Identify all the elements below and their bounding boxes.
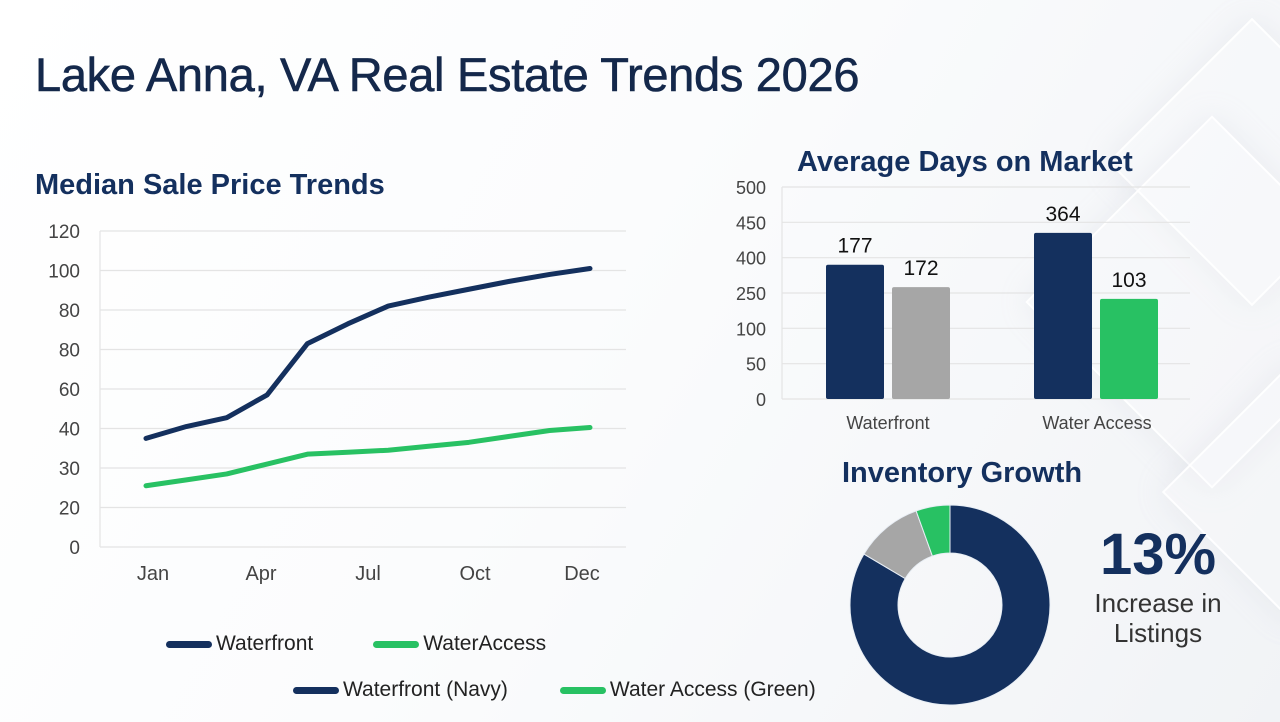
stat-label-line2: Listings: [1113, 618, 1203, 648]
donut-slice-green: [915, 504, 951, 557]
donut-slice-navy: [849, 504, 1051, 706]
y-tick-label: 40: [59, 420, 80, 441]
inventory-stat: 13% Increase in Listings: [1078, 522, 1238, 648]
y-tick-label: 120: [48, 222, 80, 243]
y-tick-label: 100: [736, 319, 766, 339]
inventory-donut-chart: [849, 504, 1051, 706]
legend-swatch-green: [373, 640, 420, 648]
y-tick-label: 80: [59, 341, 80, 362]
bar-value-label: 364: [1045, 203, 1080, 226]
bar-waterfront: [892, 287, 950, 399]
y-tick-label: 450: [736, 213, 766, 233]
legend-label: Waterfront: [216, 632, 314, 655]
series-line-wateraccess: [143, 425, 593, 489]
line-chart-title: Median Sale Price Trends: [35, 169, 385, 201]
x-tick-label: Apr: [245, 563, 276, 585]
donut-chart-title: Inventory Growth: [842, 457, 1083, 489]
bar-value-label: 103: [1111, 269, 1146, 292]
x-tick-label: Jul: [355, 563, 381, 585]
days-on-market-bar-chart: 0 50 100 250 400 450 500 177 172 364 103 Waterfront…: [736, 178, 1190, 433]
y-tick-label: 30: [59, 459, 80, 480]
legend-swatch-green: [559, 686, 606, 694]
y-tick-label: 80: [59, 301, 80, 322]
x-tick-label: Jan: [137, 563, 169, 585]
legend-item-wateraccess-green: Water Access (Green): [559, 678, 816, 702]
legend-item-waterfront: Waterfront: [166, 632, 313, 656]
stat-label-line1: Increase in: [1094, 588, 1222, 618]
bar-water-access: [1034, 232, 1092, 399]
legend-swatch-navy: [166, 640, 212, 648]
bar-value-label: 177: [837, 235, 872, 258]
series-line-waterfront: [143, 266, 593, 441]
y-tick-label: 0: [69, 538, 80, 559]
bar-water-access: [1100, 298, 1158, 399]
y-tick-label: 100: [48, 262, 80, 283]
legend-item-waterfront-navy: Waterfront (Navy): [293, 678, 508, 702]
x-category-label: Waterfront: [846, 413, 929, 433]
bar-value-label: 172: [903, 257, 938, 280]
median-price-line-chart: 0 20 30 40 60 80 80 100 120 Jan Apr Jul Oct Dec: [48, 222, 626, 585]
x-tick-label: Dec: [564, 563, 600, 585]
page-title: Lake Anna, VA Real Estate Trends 2026: [35, 48, 860, 102]
line-chart-legend-secondary: Waterfront (Navy) Water Access (Green): [293, 678, 850, 702]
legend-swatch-navy: [293, 686, 339, 694]
y-tick-label: 250: [736, 284, 766, 304]
y-tick-label: 500: [736, 178, 766, 198]
x-category-label: Water Access: [1042, 413, 1151, 433]
legend-label: Water Access (Green): [609, 678, 816, 701]
y-tick-label: 60: [59, 380, 80, 401]
stat-value: 13%: [1099, 522, 1217, 587]
y-tick-label: 400: [736, 249, 766, 269]
y-tick-label: 50: [746, 355, 766, 375]
y-tick-label: 0: [756, 390, 766, 410]
line-chart-legend: Waterfront WaterAccess: [166, 632, 580, 656]
bar-waterfront: [826, 264, 884, 399]
legend-label: WaterAccess: [423, 632, 547, 655]
bar-chart-title: Average Days on Market: [797, 146, 1133, 178]
legend-label: Waterfront (Navy): [343, 678, 508, 701]
stat-label: Increase in Listings: [1078, 588, 1238, 648]
y-tick-label: 20: [59, 499, 80, 520]
legend-item-wateraccess: WaterAccess: [373, 632, 546, 656]
x-tick-label: Oct: [459, 563, 491, 585]
